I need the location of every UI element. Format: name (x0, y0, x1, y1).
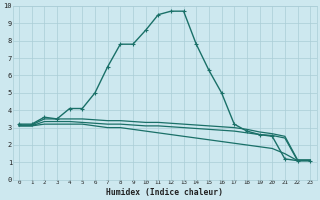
X-axis label: Humidex (Indice chaleur): Humidex (Indice chaleur) (106, 188, 223, 197)
